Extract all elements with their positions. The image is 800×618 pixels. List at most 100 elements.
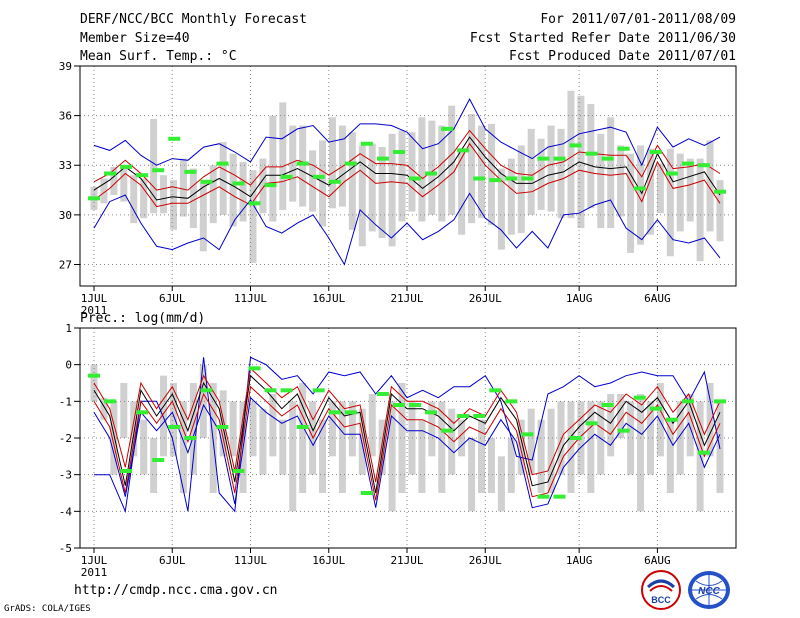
ensemble-box <box>686 158 694 222</box>
obs-marker <box>617 146 630 151</box>
ensemble-box <box>706 383 714 457</box>
ensemble-box <box>269 394 277 457</box>
obs-marker <box>441 428 454 433</box>
ensemble-box <box>686 394 694 457</box>
x-tick-label: 26JUL <box>469 292 502 305</box>
bcc-logo: BCC <box>641 570 681 610</box>
ensemble-box <box>478 419 486 493</box>
ensemble-box <box>656 163 664 214</box>
obs-marker <box>312 174 325 179</box>
obs-marker <box>280 174 293 179</box>
ensemble-box <box>219 142 227 215</box>
obs-marker <box>88 373 100 378</box>
y-tick-label: 39 <box>59 60 72 73</box>
ensemble-box <box>398 383 406 493</box>
obs-marker <box>152 458 165 462</box>
ensemble-box <box>130 175 138 224</box>
ensemble-box <box>328 117 336 209</box>
ensemble-box <box>279 419 287 475</box>
ensemble-box <box>458 419 466 457</box>
series-upper-line <box>93 367 721 483</box>
ensemble-box <box>348 132 356 230</box>
ensemble-box <box>517 145 525 234</box>
ensemble-box <box>259 158 267 214</box>
ensemble-box <box>468 113 476 224</box>
obs-marker <box>537 156 550 161</box>
ensemble-box <box>547 408 555 493</box>
ensemble-box <box>348 401 356 457</box>
ensemble-box <box>229 401 237 457</box>
obs-marker <box>296 425 309 429</box>
obs-marker <box>521 432 534 437</box>
ensemble-box <box>637 145 645 245</box>
ensemble-box <box>160 175 168 214</box>
obs-marker <box>344 410 357 415</box>
ensemble-box <box>537 419 545 493</box>
obs-marker <box>649 406 662 411</box>
obs-marker <box>601 156 614 161</box>
series-lower-line <box>93 385 721 501</box>
obs-marker <box>697 163 710 168</box>
obs-marker <box>649 150 662 155</box>
obs-marker <box>360 491 373 495</box>
fcst-produced-date: Fcst Produced Date 2011/07/01 <box>509 49 736 64</box>
ensemble-box <box>656 383 664 457</box>
x-tick-label: 1JUL <box>81 554 108 567</box>
source-url[interactable]: http://cmdp.ncc.cma.gov.cn <box>74 583 278 598</box>
ensemble-box <box>368 143 376 232</box>
obs-marker <box>553 156 566 161</box>
obs-marker <box>392 403 405 407</box>
obs-marker <box>152 168 165 173</box>
obs-marker <box>697 450 710 455</box>
ensemble-box <box>627 153 635 253</box>
obs-marker <box>714 189 726 194</box>
ensemble-box <box>448 408 456 475</box>
obs-marker <box>681 399 694 404</box>
member-size: Member Size=40 <box>80 31 190 46</box>
series-lower-line <box>93 142 721 208</box>
ensemble-box <box>607 117 615 229</box>
ensemble-box <box>169 180 177 230</box>
series-min-line <box>93 396 721 509</box>
ensemble-box <box>627 401 635 475</box>
ensemble-box <box>637 394 645 512</box>
ensemble-box <box>428 401 436 457</box>
ensemble-box <box>517 419 525 475</box>
obs-marker <box>296 161 309 166</box>
x-tick-label: 6JUL <box>159 292 186 305</box>
obs-marker <box>457 148 470 153</box>
x-tick-label: 6AUG <box>644 292 671 305</box>
ensemble-box <box>458 148 466 235</box>
obs-marker <box>473 176 486 181</box>
ensemble-box <box>577 95 585 229</box>
ensemble-box <box>478 125 486 219</box>
obs-marker <box>280 388 293 393</box>
series-mean-line <box>93 374 721 494</box>
obs-marker <box>665 171 678 176</box>
ensemble-box <box>398 130 406 222</box>
obs-marker <box>184 436 197 440</box>
y-tick-label: 36 <box>59 110 72 123</box>
variable-label-temp: Mean Surf. Temp.: °C <box>80 49 237 64</box>
ensemble-box <box>527 408 535 475</box>
ensemble-box <box>100 397 108 420</box>
ensemble-box <box>358 408 366 475</box>
ensemble-box <box>567 90 575 219</box>
ensemble-box <box>179 401 187 493</box>
ensemble-box <box>120 168 128 202</box>
ensemble-box <box>557 401 565 475</box>
ensemble-box <box>120 383 128 438</box>
ensemble-box <box>229 153 237 227</box>
obs-marker <box>681 161 694 166</box>
series-upper-line <box>93 129 721 191</box>
y-tick-label: 33 <box>59 159 72 172</box>
ensemble-box <box>716 180 724 242</box>
ensemble-box <box>418 419 426 493</box>
obs-marker <box>505 399 518 404</box>
forecast-period: For 2011/07/01-2011/08/09 <box>540 12 736 27</box>
obs-marker <box>376 156 389 161</box>
ensemble-box <box>269 115 277 222</box>
obs-marker <box>441 126 454 131</box>
obs-marker <box>136 410 149 415</box>
